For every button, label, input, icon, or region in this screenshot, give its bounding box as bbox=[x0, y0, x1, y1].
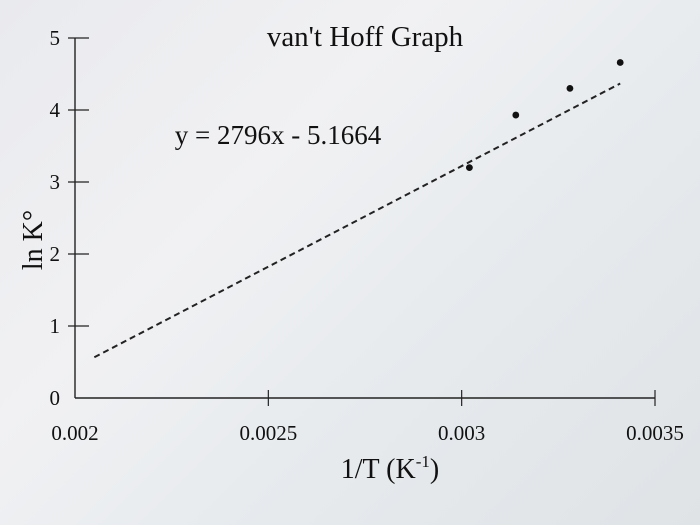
x-tick-label: 0.003 bbox=[438, 421, 485, 445]
data-point bbox=[566, 85, 574, 92]
data-point bbox=[466, 164, 473, 172]
y-tick-label: 0 bbox=[50, 386, 61, 410]
x-axis-label-main: 1/T (K bbox=[341, 454, 416, 485]
trendline bbox=[93, 82, 621, 359]
axes bbox=[74, 38, 655, 399]
y-tick-label: 3 bbox=[50, 170, 61, 194]
data-point bbox=[616, 59, 624, 66]
x-tick-label: 0.0025 bbox=[239, 421, 297, 445]
x-axis-label: 1/T (K-1) bbox=[341, 452, 439, 485]
y-tick-label: 5 bbox=[50, 26, 61, 50]
ticks: 0.002 0.0025 0.003 0.0035 0 1 2 3 4 5 bbox=[50, 26, 684, 445]
data-point bbox=[512, 111, 520, 119]
x-axis-label-close: ) bbox=[430, 454, 439, 485]
chart-title: van't Hoff Graph bbox=[267, 21, 464, 53]
x-tick-label: 0.002 bbox=[51, 421, 98, 445]
y-tick-label: 1 bbox=[50, 314, 61, 338]
trendline-group bbox=[93, 82, 621, 359]
y-tick-label: 4 bbox=[50, 98, 61, 122]
trendline-equation: y = 2796x - 5.1664 bbox=[175, 120, 382, 150]
x-tick-label: 0.0035 bbox=[626, 421, 684, 445]
x-axis-label-superscript: -1 bbox=[416, 452, 430, 471]
data-points bbox=[466, 59, 624, 172]
y-tick-label: 2 bbox=[50, 242, 61, 266]
y-axis-label: ln K° bbox=[18, 210, 49, 270]
